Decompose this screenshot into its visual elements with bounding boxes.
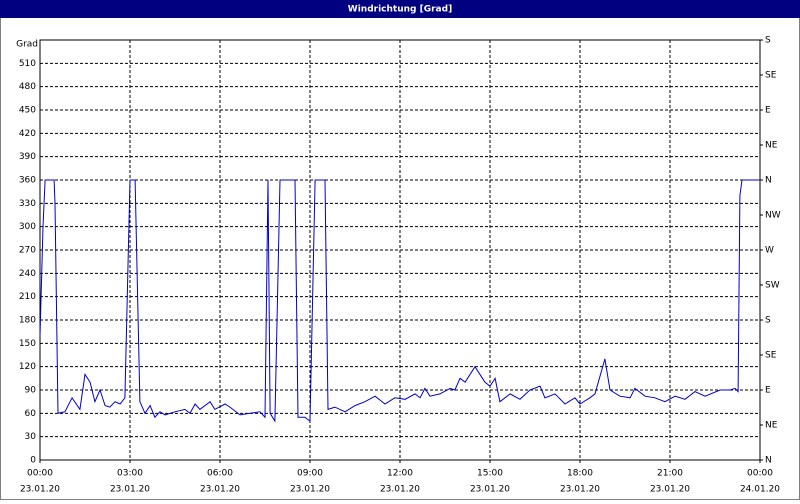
y2-tick-label: W bbox=[765, 246, 774, 256]
x-tick-date: 23.01.20 bbox=[200, 485, 240, 495]
y2-tick-label: N bbox=[765, 456, 772, 466]
plot-frame bbox=[39, 39, 761, 461]
y-tick-label: 270 bbox=[19, 246, 36, 256]
x-tick-label: 15:00 bbox=[477, 469, 503, 479]
x-tick-date: 23.01.20 bbox=[110, 485, 150, 495]
x-tick-label: 00:00 bbox=[747, 469, 773, 479]
title-bar bbox=[0, 0, 800, 18]
y-tick-label: 360 bbox=[19, 176, 36, 186]
y2-tick-label: E bbox=[765, 386, 771, 396]
x-tick-date: 23.01.20 bbox=[380, 485, 420, 495]
y-tick-label: 510 bbox=[19, 59, 36, 69]
y2-tick-label: E bbox=[765, 106, 771, 116]
y-tick-label: 450 bbox=[19, 106, 36, 116]
x-tick-date: 23.01.20 bbox=[470, 485, 510, 495]
x-tick-date: 24.01.20 bbox=[740, 485, 780, 495]
y-tick-label: 180 bbox=[19, 316, 36, 326]
y-tick-label: 240 bbox=[19, 269, 36, 279]
x-tick-date: 23.01.20 bbox=[290, 485, 330, 495]
x-tick-label: 12:00 bbox=[387, 469, 413, 479]
x-tick-date: 23.01.20 bbox=[650, 485, 690, 495]
y-tick-label: 60 bbox=[25, 409, 37, 419]
x-tick-date: 23.01.20 bbox=[20, 485, 60, 495]
y2-tick-label: SE bbox=[765, 351, 777, 361]
y-tick-label: 390 bbox=[19, 152, 36, 162]
y-tick-label: 330 bbox=[19, 199, 36, 209]
y2-tick-label: SE bbox=[765, 71, 777, 81]
x-tick-label: 21:00 bbox=[657, 469, 683, 479]
x-tick-label: 18:00 bbox=[567, 469, 593, 479]
y-tick-label: 90 bbox=[25, 386, 37, 396]
x-tick-label: 09:00 bbox=[297, 469, 323, 479]
data-line bbox=[39, 179, 760, 423]
chart-title: Windrichtung [Grad] bbox=[348, 5, 452, 15]
x-tick-date: 23.01.20 bbox=[560, 485, 600, 495]
y2-tick-label: NE bbox=[765, 141, 778, 151]
y-tick-label: 120 bbox=[19, 362, 36, 372]
y2-tick-label: SW bbox=[765, 281, 780, 291]
x-tick-label: 06:00 bbox=[207, 469, 233, 479]
y2-tick-label: S bbox=[765, 316, 771, 326]
y-tick-label: 30 bbox=[25, 432, 37, 442]
x-tick-label: 00:00 bbox=[27, 469, 53, 479]
y-tick-label: 150 bbox=[19, 339, 36, 349]
x-tick-label: 03:00 bbox=[117, 469, 143, 479]
y-tick-label: 300 bbox=[19, 222, 36, 232]
y-tick-label: 480 bbox=[19, 82, 36, 92]
y-tick-label: 210 bbox=[19, 292, 36, 302]
y2-tick-label: NE bbox=[765, 421, 778, 431]
y2-tick-label: NW bbox=[765, 211, 781, 221]
y2-tick-label: S bbox=[765, 36, 771, 46]
y-axis-label: Grad bbox=[16, 40, 38, 50]
y2-tick-label: N bbox=[765, 176, 772, 186]
y-tick-label: 0 bbox=[30, 456, 36, 466]
y-tick-label: 420 bbox=[19, 129, 36, 139]
